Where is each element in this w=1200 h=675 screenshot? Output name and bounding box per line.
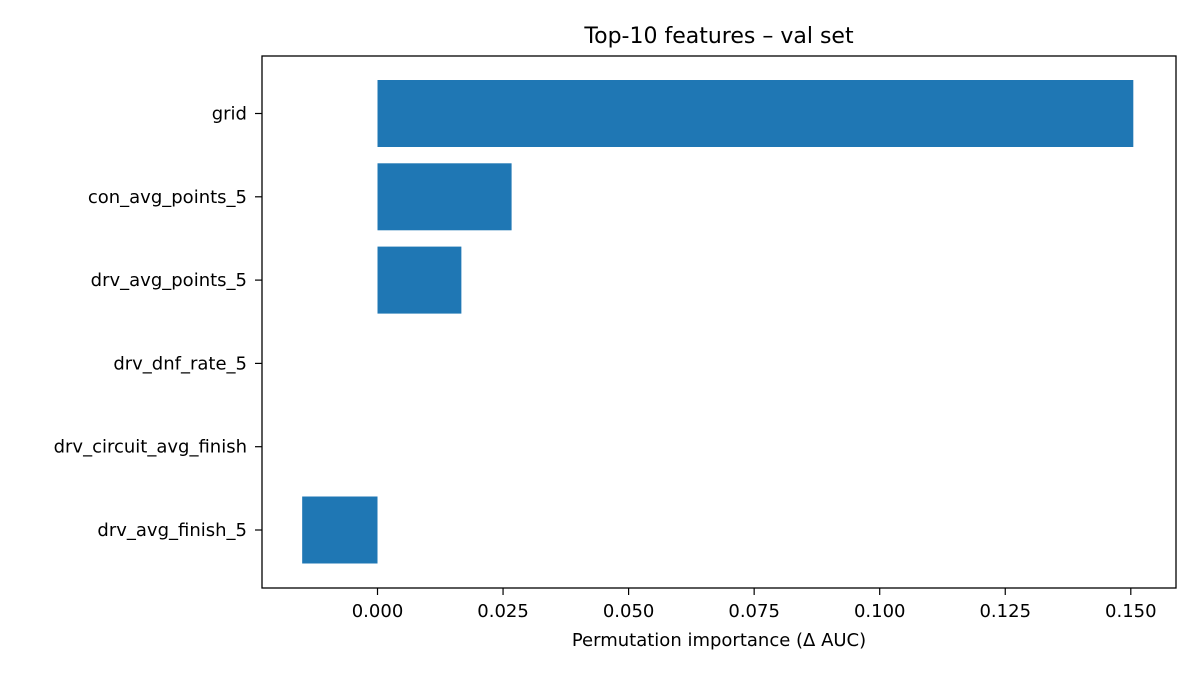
bar-drv-avg-points-5 (377, 246, 462, 314)
y-tick-label: drv_avg_finish_5 (97, 520, 247, 541)
x-axis-label: Permutation importance (Δ AUC) (572, 630, 866, 651)
y-tick-label: drv_dnf_rate_5 (113, 353, 247, 374)
y-axis-ticks: grid con_avg_points_5 drv_avg_points_5 drv_… (54, 104, 262, 541)
x-tick-label: 0.075 (728, 601, 780, 622)
chart-title: Top-10 features – val set (583, 24, 854, 49)
bar-drv-avg-finish-5 (302, 496, 378, 564)
plot-frame (261, 55, 1177, 589)
x-tick-label: 0.025 (477, 601, 529, 622)
y-tick-label: drv_circuit_avg_finish (54, 437, 247, 458)
y-tick-label: con_avg_points_5 (88, 187, 247, 208)
x-tick-label: 0.050 (603, 601, 655, 622)
x-tick-label: 0.000 (352, 601, 404, 622)
y-tick-label: drv_avg_points_5 (91, 270, 247, 291)
x-tick-label: 0.100 (854, 601, 906, 622)
x-tick-label: 0.125 (979, 601, 1031, 622)
x-tick-label: 0.150 (1105, 601, 1157, 622)
x-axis-ticks: 0.000 0.025 0.050 0.075 0.100 0.125 0.150 (352, 588, 1157, 622)
y-tick-label: grid (212, 104, 247, 125)
bars-group (302, 80, 1134, 564)
bar-grid (377, 80, 1134, 147)
bar-con-avg-points-5 (377, 163, 512, 231)
